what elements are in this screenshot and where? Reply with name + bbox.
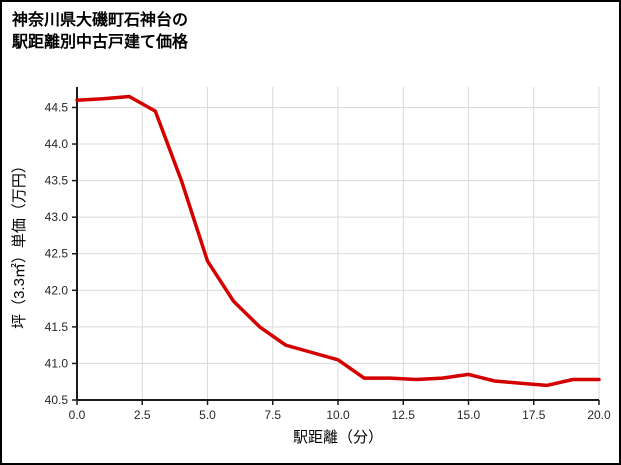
y-tick-label: 44.0	[45, 137, 69, 151]
x-tick-label: 10.0	[326, 408, 350, 422]
x-tick-label: 12.5	[392, 408, 416, 422]
x-axis-label: 駅距離（分）	[293, 428, 383, 446]
y-tick-label: 41.5	[45, 320, 69, 334]
x-tick-label: 2.5	[134, 408, 151, 422]
x-tick-label: 7.5	[264, 408, 281, 422]
y-tick-label: 42.5	[45, 247, 69, 261]
x-tick-label: 20.0	[587, 408, 611, 422]
chart-title: 神奈川県大磯町石神台の 駅距離別中古戸建て価格	[12, 10, 188, 55]
y-tick-label: 44.5	[45, 100, 69, 114]
x-tick-label: 15.0	[457, 408, 481, 422]
x-tick-label: 17.5	[522, 408, 546, 422]
y-tick-label: 41.0	[45, 356, 69, 370]
y-tick-label: 40.5	[45, 393, 69, 407]
chart-title-line-2: 駅距離別中古戸建て価格	[12, 34, 189, 52]
y-tick-label: 43.0	[45, 210, 69, 224]
chart-title-line-1: 神奈川県大磯町石神台の	[12, 12, 189, 29]
price-line-series	[75, 94, 601, 388]
x-tick-label: 5.0	[199, 408, 216, 422]
y-axis-label: 坪（3.3㎡）単価（万円）	[11, 158, 28, 329]
y-tick-label: 42.0	[45, 283, 69, 297]
y-tick-label: 43.5	[45, 174, 69, 188]
x-tick-label: 0.0	[69, 408, 86, 422]
